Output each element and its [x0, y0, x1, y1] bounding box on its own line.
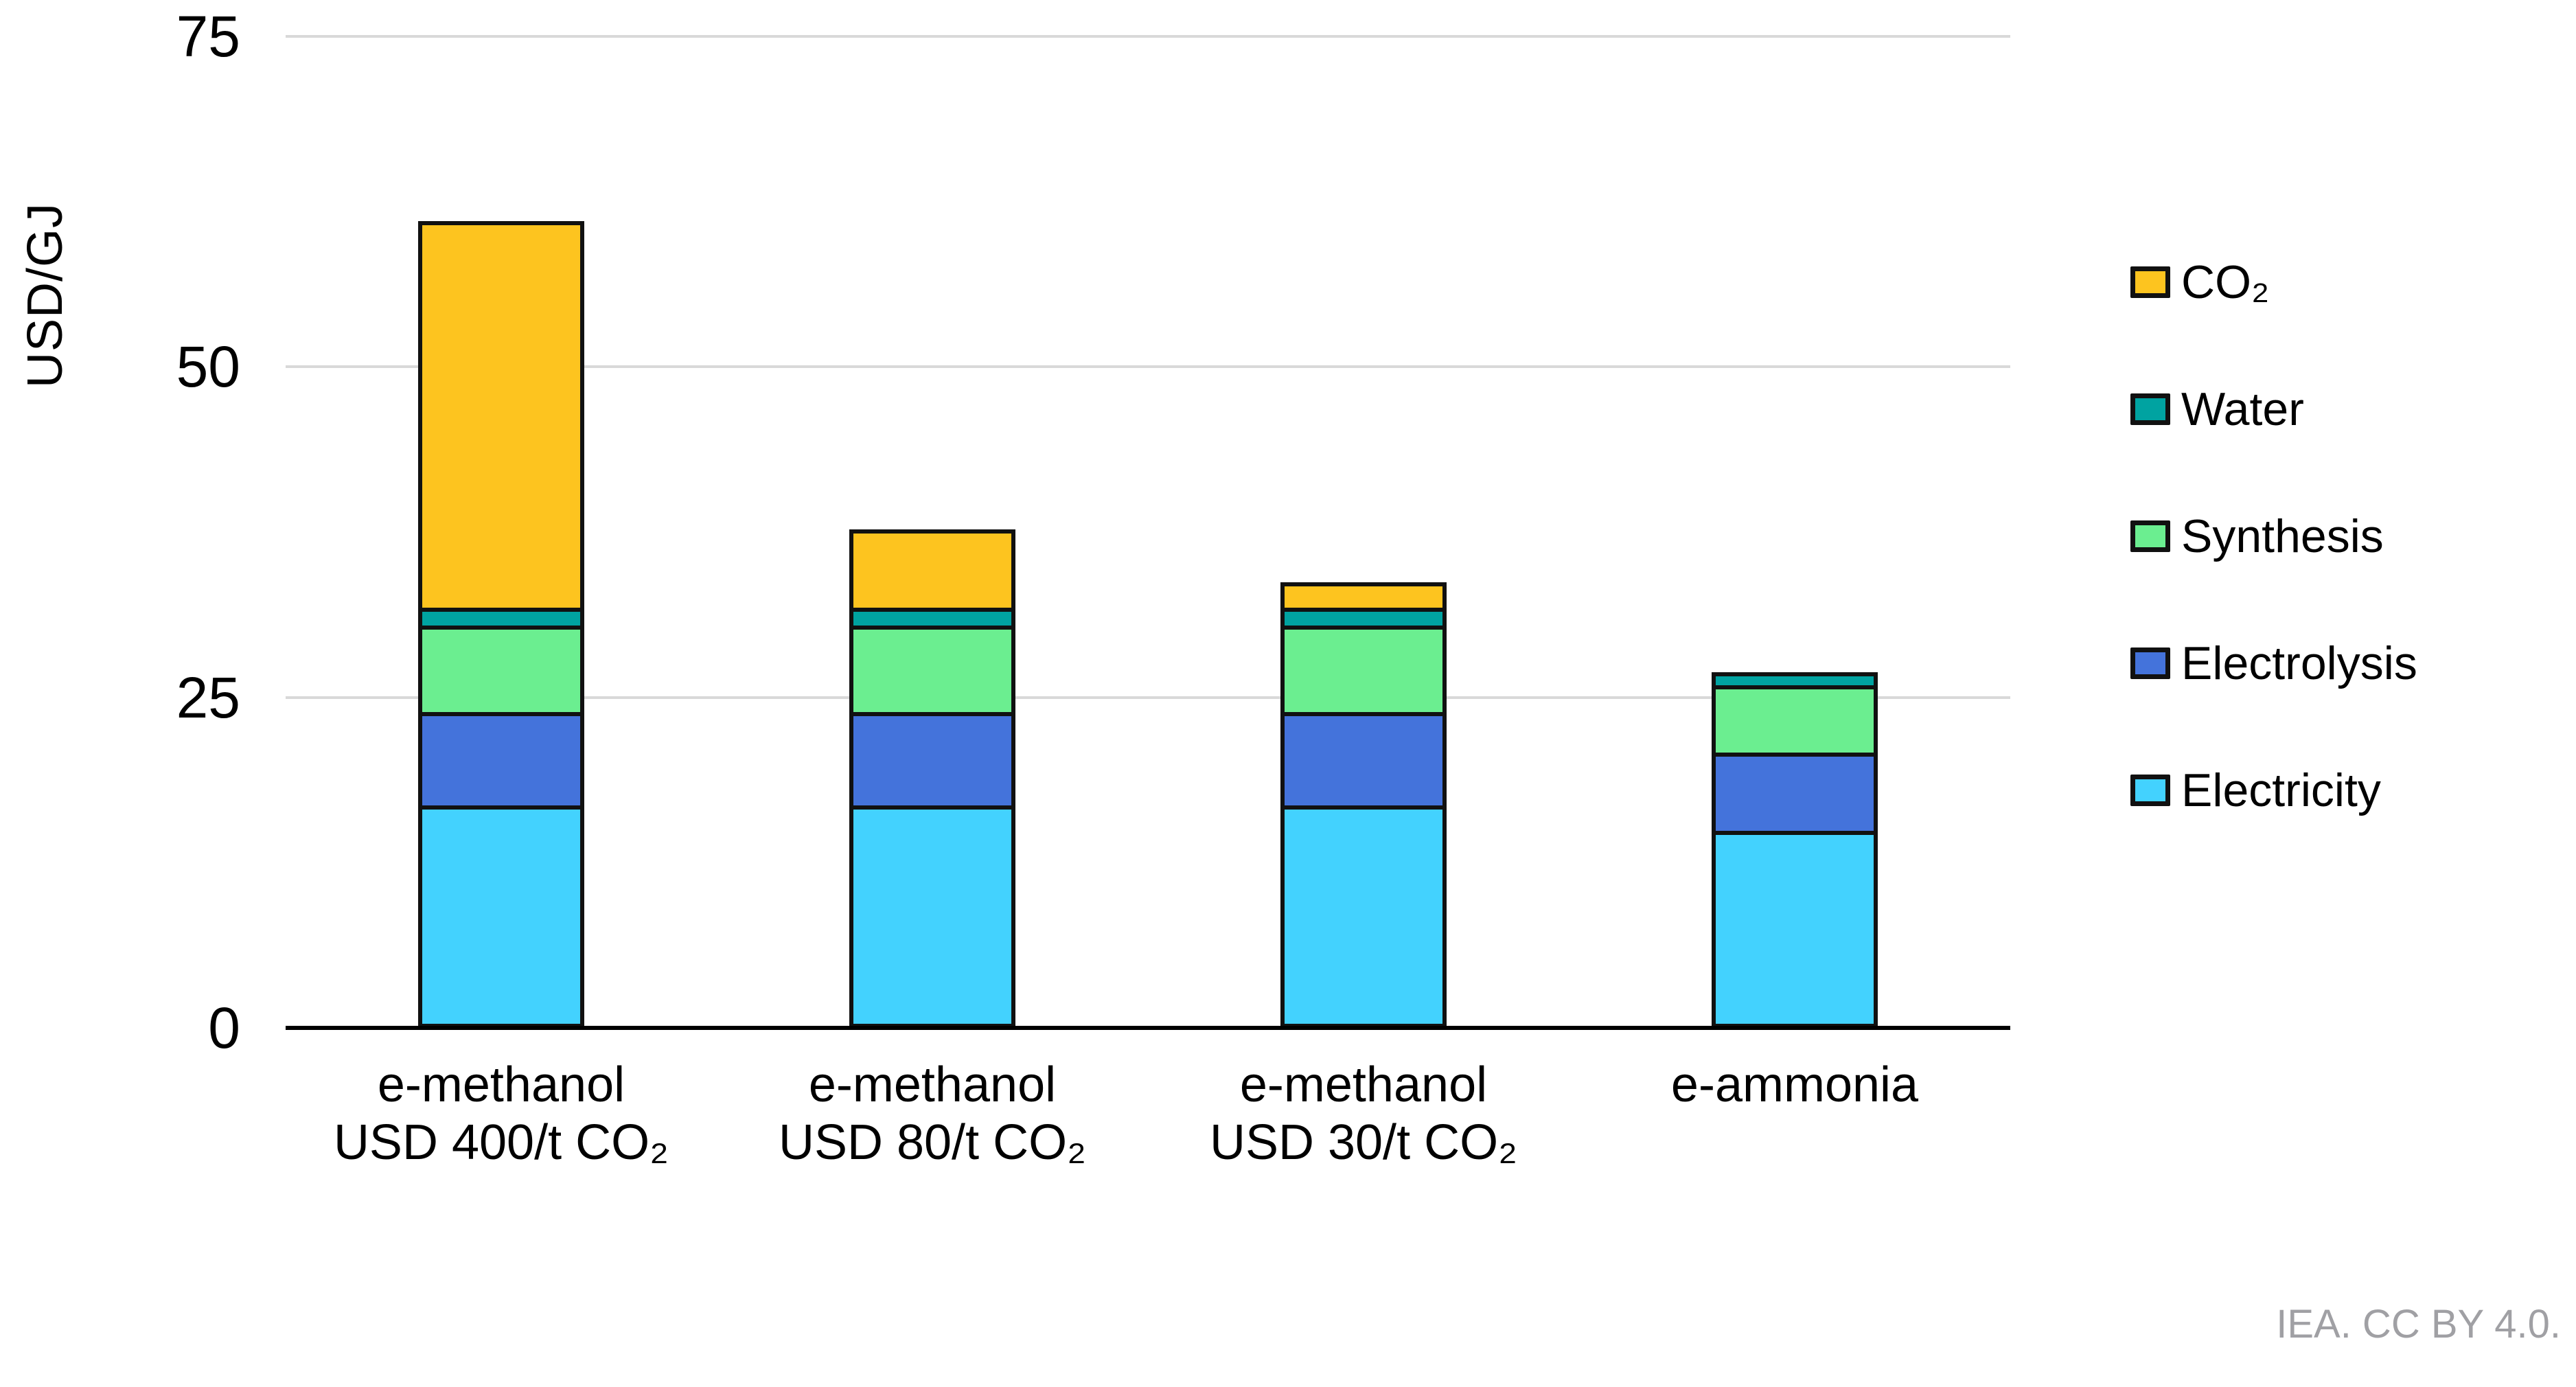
- gridline-25: [286, 696, 2010, 699]
- legend-item-water: Water: [2130, 345, 2417, 472]
- legend-swatch-synthesis: [2130, 520, 2170, 552]
- x-axis-label-line: e-ammonia: [1670, 1057, 1919, 1112]
- y-tick-label-75: 75: [176, 3, 240, 69]
- x-axis-label-e-methanol-usd-30: e-methanol USD 30/t CO₂: [1148, 1056, 1579, 1171]
- legend-label-water: Water: [2181, 382, 2304, 435]
- x-axis-label-line: USD 30/t CO₂: [1209, 1115, 1518, 1170]
- bar-segment-e-methanol-usd-30-electrolysis: [1280, 712, 1447, 805]
- x-axis-label-line: e-methanol: [1239, 1057, 1488, 1112]
- bar-segment-e-methanol-usd-80-water: [849, 608, 1015, 626]
- gridline-50: [286, 365, 2010, 368]
- legend-label-co2: CO₂: [2181, 255, 2270, 308]
- y-tick-label-50: 50: [176, 334, 240, 399]
- legend-item-synthesis: Synthesis: [2130, 472, 2417, 599]
- legend-swatch-electrolysis: [2130, 647, 2170, 679]
- bar-segment-e-ammonia-water: [1712, 672, 1878, 685]
- bar-segment-e-ammonia-electrolysis: [1712, 753, 1878, 831]
- bar-segment-e-methanol-usd-400-electrolysis: [418, 712, 584, 805]
- legend-label-electricity: Electricity: [2181, 764, 2381, 816]
- x-axis-label-e-ammonia: e-ammonia: [1579, 1056, 2010, 1114]
- bar-segment-e-methanol-usd-30-water: [1280, 608, 1447, 626]
- bar-segment-e-methanol-usd-80-electricity: [849, 805, 1015, 1028]
- bar-segment-e-methanol-usd-400-co2: [418, 221, 584, 608]
- x-axis-label-e-methanol-usd-80: e-methanol USD 80/t CO₂: [717, 1056, 1148, 1171]
- bar-segment-e-methanol-usd-80-synthesis: [849, 626, 1015, 712]
- bar-segment-e-methanol-usd-80-electrolysis: [849, 712, 1015, 805]
- x-axis-label-e-methanol-usd-400: e-methanol USD 400/t CO₂: [286, 1056, 717, 1171]
- y-tick-label-0: 0: [208, 996, 240, 1060]
- legend-item-co2: CO₂: [2130, 218, 2417, 345]
- bar-segment-e-methanol-usd-400-synthesis: [418, 626, 584, 712]
- bar-segment-e-methanol-usd-30-co2: [1280, 582, 1447, 608]
- credit-text: IEA. CC BY 4.0.: [2276, 1302, 2561, 1346]
- x-axis-line: [286, 1026, 2010, 1030]
- x-axis-label-line: e-methanol: [808, 1057, 1057, 1112]
- x-axis-label-line: USD 400/t CO₂: [333, 1115, 669, 1170]
- bar-segment-e-methanol-usd-80-co2: [849, 529, 1015, 608]
- legend-label-synthesis: Synthesis: [2181, 509, 2384, 562]
- bar-segment-e-methanol-usd-30-synthesis: [1280, 626, 1447, 712]
- legend-item-electricity: Electricity: [2130, 726, 2417, 853]
- bar-segment-e-ammonia-synthesis: [1712, 685, 1878, 753]
- legend-item-electrolysis: Electrolysis: [2130, 599, 2417, 726]
- bar-segment-e-ammonia-electricity: [1712, 831, 1878, 1028]
- legend-swatch-co2: [2130, 266, 2170, 298]
- legend-swatch-electricity: [2130, 774, 2170, 806]
- gridline-75: [286, 34, 2010, 38]
- x-axis-label-line: USD 80/t CO₂: [778, 1115, 1087, 1170]
- bar-segment-e-methanol-usd-400-electricity: [418, 805, 584, 1028]
- legend: CO₂ Water Synthesis Electrolysis Electricity: [2130, 218, 2417, 853]
- bar-segment-e-methanol-usd-30-electricity: [1280, 805, 1447, 1028]
- x-axis-label-line: e-methanol: [377, 1057, 625, 1112]
- bar-segment-e-methanol-usd-400-water: [418, 608, 584, 626]
- y-axis-title: USD/GJ: [18, 202, 73, 389]
- legend-swatch-water: [2130, 393, 2170, 425]
- y-tick-label-25: 25: [176, 665, 240, 730]
- legend-label-electrolysis: Electrolysis: [2181, 637, 2417, 689]
